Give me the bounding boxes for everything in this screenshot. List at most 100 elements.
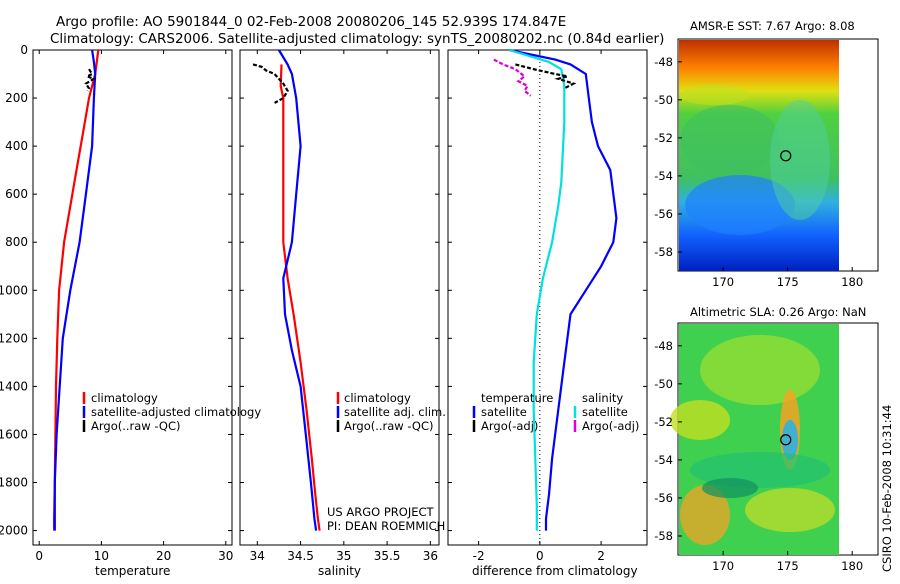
legend-temperature-title: temperature	[481, 391, 553, 405]
difference-x-ticks: -2 0 2	[473, 50, 605, 563]
salinity-panel: 34 34.5 35 35.5 36 salinity climatology sate…	[239, 49, 446, 578]
temperature-x-ticks: 0 10 20 30	[35, 50, 233, 563]
temperature-xlabel: temperature	[95, 564, 170, 578]
sla-patch-1	[700, 335, 820, 405]
legend-temp-satellite-label: satellite	[481, 405, 527, 419]
x-tick-label: -2	[473, 549, 485, 563]
footer-timestamp: CSIRO 10-Feb-2008 10:31:44	[880, 405, 894, 572]
x-tick-label: 35	[336, 549, 351, 563]
sst-argo-marker	[780, 150, 792, 162]
lat-tick-label: -56	[654, 491, 673, 505]
x-tick-label: 0	[536, 549, 544, 563]
legend-sal-satellite-label: satellite	[582, 405, 628, 419]
depth-tick-label: 1800	[0, 476, 28, 490]
lon-tick-label: 180	[841, 559, 863, 573]
series-line-climatology	[279, 64, 321, 531]
series-line-salinity-satellite	[508, 48, 566, 531]
series-line-temperature-argo-adj-	[515, 63, 577, 90]
lon-tick-label: 170	[712, 275, 734, 289]
x-tick-label: 10	[94, 549, 109, 563]
depth-tick-label: 800	[5, 235, 28, 249]
legend-climatology-label: climatology	[344, 391, 411, 405]
difference-legend: temperature satellite Argo(-adj) salinit…	[472, 391, 639, 433]
sst-field	[679, 40, 839, 271]
sst-lon-ticks: 170 175 180	[712, 267, 863, 289]
depth-tick-label: 400	[5, 139, 28, 153]
sla-field	[670, 324, 839, 555]
lat-tick-label: -58	[654, 529, 673, 543]
x-tick-label: 35.5	[374, 549, 401, 563]
series-line-salinity-argo-adj-	[493, 58, 532, 97]
pi-annotation: PI: DEAN ROEMMICH	[327, 519, 445, 533]
sst-mid-patch	[680, 105, 780, 175]
depth-tick-label: 1200	[0, 331, 28, 345]
temperature-axes-box	[32, 49, 233, 546]
series-line-satellite-adj-clim-	[277, 49, 318, 531]
depth-tick-label: 0	[20, 43, 28, 57]
lat-tick-label: -48	[654, 339, 673, 353]
depth-tick-label: 1000	[0, 283, 28, 297]
argo-position-circle	[780, 150, 792, 162]
series-line-satellite-adjusted-climatology	[53, 49, 97, 531]
x-tick-label: 34.5	[287, 549, 314, 563]
sla-lon-ticks: 170 175 180	[712, 551, 863, 573]
sla-map-panel: Altimetric SLA: 0.26 Argo: NaN -48 -50 -52…	[654, 305, 879, 573]
sst-map-panel: AMSR-E SST: 7.67 Argo: 8.08 -48 -50 -52 -54…	[654, 19, 879, 289]
sst-lat-ticks: -48 -50 -52 -54 -56 -58	[654, 55, 682, 259]
sst-map-title: AMSR-E SST: 7.67 Argo: 8.08	[690, 19, 855, 33]
x-tick-label: 34	[250, 549, 265, 563]
sst-cold-patch	[685, 175, 795, 235]
depth-tick-label: 1600	[0, 427, 28, 441]
salinity-xlabel: salinity	[318, 564, 361, 578]
title-line-2: Climatology: CARS2006. Satellite-adjuste…	[50, 31, 664, 47]
sla-warm-south	[680, 485, 730, 545]
depth-ticks: 0 200 400 600 800 1000 1200 1400 1600 1800 2000	[0, 43, 647, 538]
x-tick-label: 30	[218, 549, 233, 563]
sla-cold-eddy	[782, 420, 798, 460]
lat-tick-label: -50	[654, 93, 673, 107]
lat-tick-label: -56	[654, 207, 673, 221]
argo-position-circle	[780, 434, 792, 446]
difference-xlabel: difference from climatology	[472, 564, 638, 578]
x-tick-label: 36	[423, 549, 438, 563]
sla-lat-ticks: -48 -50 -52 -54 -56 -58	[654, 339, 682, 543]
lat-tick-label: -58	[654, 245, 673, 259]
legend-sal-argo-label: Argo(-adj)	[582, 419, 639, 433]
depth-tick-label: 600	[5, 187, 28, 201]
legend-salinity-title: salinity	[582, 391, 623, 405]
temperature-series	[52, 49, 100, 531]
legend-sat-adj-label: satellite adj. clim.	[344, 405, 446, 419]
sla-argo-marker	[780, 434, 792, 446]
x-tick-label: 0	[35, 549, 43, 563]
sla-map-title: Altimetric SLA: 0.26 Argo: NaN	[690, 305, 866, 319]
lat-tick-label: -48	[654, 55, 673, 69]
sla-dark-patch	[702, 478, 758, 498]
lon-tick-label: 180	[841, 275, 863, 289]
sst-warm-patch	[680, 85, 750, 105]
legend-temp-argo-label: Argo(-adj)	[481, 419, 538, 433]
sla-patch-3	[745, 488, 835, 532]
difference-axes-box	[447, 49, 648, 546]
series-line-argo-raw-qc-	[84, 68, 97, 92]
series-line-climatology	[52, 49, 100, 531]
depth-tick-label: 2000	[0, 524, 28, 538]
x-tick-label: 2	[597, 549, 605, 563]
sla-patch-2	[670, 400, 730, 440]
temperature-legend: climatology satellite-adjusted climatolo…	[82, 391, 261, 433]
lat-tick-label: -52	[654, 415, 673, 429]
difference-series	[493, 48, 618, 531]
lon-tick-label: 170	[712, 559, 734, 573]
legend-climatology-label: climatology	[91, 391, 158, 405]
legend-argo-label: Argo(..raw -QC)	[91, 419, 181, 433]
title-line-1: Argo profile: AO 5901844_0 02-Feb-2008 2…	[56, 14, 566, 30]
difference-panel: -2 0 2 difference from climatology tempera…	[447, 48, 648, 578]
lat-tick-label: -54	[654, 169, 673, 183]
salinity-series	[252, 49, 321, 531]
lat-tick-label: -52	[654, 131, 673, 145]
lat-tick-label: -50	[654, 377, 673, 391]
lon-tick-label: 175	[777, 559, 799, 573]
salinity-axes-box	[239, 49, 440, 546]
depth-tick-label: 1400	[0, 379, 28, 393]
